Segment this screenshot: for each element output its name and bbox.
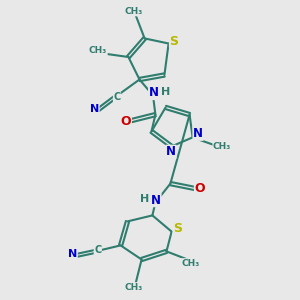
Text: S: S — [173, 222, 182, 235]
Text: C: C — [113, 92, 121, 103]
Text: CH₃: CH₃ — [124, 283, 142, 292]
Text: CH₃: CH₃ — [89, 46, 107, 56]
Text: O: O — [194, 182, 205, 196]
Text: N: N — [148, 86, 159, 100]
Text: O: O — [121, 115, 131, 128]
Text: N: N — [90, 104, 99, 114]
Text: S: S — [169, 34, 178, 48]
Text: CH₃: CH₃ — [125, 7, 143, 16]
Text: H: H — [140, 194, 149, 205]
Text: N: N — [193, 127, 203, 140]
Text: CH₃: CH₃ — [182, 259, 200, 268]
Text: N: N — [68, 249, 77, 259]
Text: N: N — [166, 145, 176, 158]
Text: N: N — [151, 194, 161, 207]
Text: H: H — [161, 87, 170, 97]
Text: CH₃: CH₃ — [213, 142, 231, 152]
Text: C: C — [94, 245, 101, 255]
